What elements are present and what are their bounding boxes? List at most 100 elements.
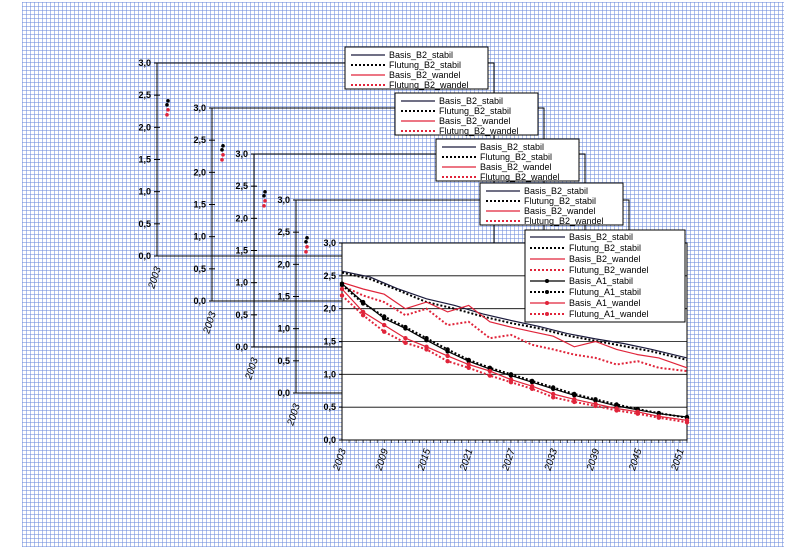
y-tick-label: 2,0 xyxy=(193,167,206,177)
y-tick-label: 1,0 xyxy=(138,187,151,197)
series-point-basis_a1_wandel xyxy=(551,391,556,397)
legend-entry-label: Basis_B2_wandel xyxy=(389,70,461,80)
y-tick-label: 0,5 xyxy=(138,219,151,229)
y-tick-label: 2,5 xyxy=(138,90,151,100)
series-point-flutung_a1_wandel xyxy=(684,420,690,425)
series-point-flutung_a1_wandel xyxy=(339,293,345,298)
series-line-basis_b2_wandel xyxy=(341,281,688,369)
legend-entry-label: Flutung_B2_stabil xyxy=(389,60,461,70)
legend-entry-label: Basis_B2_stabil xyxy=(524,186,588,196)
y-tick-label: 2,0 xyxy=(138,122,151,132)
series-point-flutung_a1_wandel xyxy=(529,386,535,391)
series-point-flutung_a1_wandel xyxy=(614,408,619,413)
background-panel-2: 3,0 2,5 2,0 1,5 1,0 0,5 0,0 2003 Basis_B2_stabil… xyxy=(193,92,545,336)
y-tick-label: 0,5 xyxy=(277,356,290,366)
y-tick-label: 1,0 xyxy=(235,278,248,288)
data-point xyxy=(304,240,308,244)
y-tick-label: 2,5 xyxy=(323,271,336,281)
data-point xyxy=(220,148,224,152)
y-tick-label: 2,5 xyxy=(277,227,290,237)
legend-entry-label: Basis_B2_wandel xyxy=(480,162,552,172)
y-tick-label: 1,5 xyxy=(323,337,336,347)
x-tick-label: 2009 xyxy=(373,447,391,473)
y-tick-label: 3,0 xyxy=(138,58,151,68)
data-point xyxy=(166,99,170,103)
main-legend: Basis_B2_stabilFlutung_B2_stabilBasis_B2… xyxy=(524,229,686,323)
series-point-flutung_a1_wandel xyxy=(508,380,514,385)
data-point xyxy=(165,113,169,117)
y-tick-label: 3,0 xyxy=(277,195,290,205)
legend-box xyxy=(344,46,489,90)
y-tick-label: 0,0 xyxy=(323,435,336,445)
legend-entry-label: Basis_B2_wandel xyxy=(569,254,641,264)
series-line-basis_b2_stabil xyxy=(341,270,688,359)
series-point-flutung_a1_stabil xyxy=(551,385,556,390)
series-point-flutung_a1_stabil xyxy=(339,282,345,288)
y-tick-label: 1,0 xyxy=(323,369,336,379)
series-point-flutung_a1_stabil xyxy=(529,378,535,384)
y-tick-label: 0,0 xyxy=(235,342,248,352)
series-point-flutung_a1_stabil xyxy=(424,336,429,341)
series-point-flutung_a1_stabil xyxy=(656,410,661,416)
series-point-basis_a1_wandel xyxy=(487,368,493,374)
legend-marker xyxy=(545,312,549,316)
legend-entry-label: Basis_A1_stabil xyxy=(569,276,633,286)
series-point-basis_a1_wandel xyxy=(339,286,345,292)
series-point-flutung_a1_stabil xyxy=(360,301,366,306)
data-point xyxy=(166,108,170,112)
background-panel-1: 3,0 2,5 2,0 1,5 1,0 0,5 0,0 2003 Basis_B2_stabil… xyxy=(138,46,495,291)
series-point-basis_a1_wandel xyxy=(382,322,387,328)
legend-entry-label: Flutung_B2_wandel xyxy=(389,80,469,90)
series-point-flutung_a1_wandel xyxy=(445,359,450,364)
series-point-flutung_a1_stabil xyxy=(614,402,619,407)
legend-entry-label: Flutung_B2_wandel xyxy=(569,265,649,275)
y-tick-label: 0,0 xyxy=(138,251,151,261)
data-point xyxy=(165,103,169,107)
series-point-flutung_a1_stabil xyxy=(508,372,514,377)
y-tick-label: 3,0 xyxy=(235,149,248,159)
x-tick-label: 2051 xyxy=(669,448,687,474)
series-point-basis_a1_wandel xyxy=(466,362,471,367)
series-line-flutung_b2_stabil xyxy=(341,271,688,361)
series-point-flutung_a1_stabil xyxy=(382,314,387,319)
data-point xyxy=(263,190,267,194)
y-tick-label: 3,0 xyxy=(193,103,206,113)
y-tick-label: 1,5 xyxy=(193,200,206,210)
data-point xyxy=(221,144,225,148)
legend-box xyxy=(394,92,539,136)
x-tick-label: 2015 xyxy=(416,447,434,473)
y-tick-label: 1,5 xyxy=(138,155,151,165)
series-point-flutung_a1_wandel xyxy=(382,329,387,334)
data-point xyxy=(305,236,309,240)
legend-entry-label: Flutung_B2_wandel xyxy=(480,172,560,182)
x-tick-label: 2003 xyxy=(243,356,261,382)
series-point-flutung_a1_stabil xyxy=(445,347,450,352)
legend-entry-label: Basis_B2_wandel xyxy=(524,206,596,216)
y-tick-label: 0,0 xyxy=(193,296,206,306)
x-tick-label: 2027 xyxy=(500,447,518,473)
data-point xyxy=(220,158,224,162)
data-point xyxy=(221,153,225,157)
y-tick-label: 2,5 xyxy=(235,181,248,191)
y-tick-label: 2,0 xyxy=(235,213,248,223)
series-point-flutung_a1_wandel xyxy=(593,403,598,409)
legend-box xyxy=(524,229,686,323)
series-point-basis_a1_wandel xyxy=(445,353,450,359)
legend-box xyxy=(479,182,624,226)
legend-entry-label: Basis_B2_stabil xyxy=(480,142,544,152)
series-point-flutung_a1_wandel xyxy=(635,411,640,416)
legend-entry-label: Flutung_B2_stabil xyxy=(524,196,596,206)
series-point-flutung_a1_wandel xyxy=(551,395,556,400)
series-point-flutung_a1_stabil xyxy=(572,391,577,397)
y-tick-label: 1,5 xyxy=(277,292,290,302)
y-tick-label: 0,0 xyxy=(277,388,290,398)
y-tick-label: 3,0 xyxy=(323,238,336,248)
series-point-flutung_a1_stabil xyxy=(466,357,471,363)
background-panel-3: 3,0 2,5 2,0 1,5 1,0 0,5 0,0 2003 Basis_B2_stabil… xyxy=(235,138,586,382)
series-point-flutung_a1_wandel xyxy=(656,415,661,420)
series-point-flutung_a1_stabil xyxy=(593,397,598,402)
data-point xyxy=(262,204,266,208)
data-point xyxy=(262,194,266,198)
x-tick-label: 2033 xyxy=(542,447,560,473)
